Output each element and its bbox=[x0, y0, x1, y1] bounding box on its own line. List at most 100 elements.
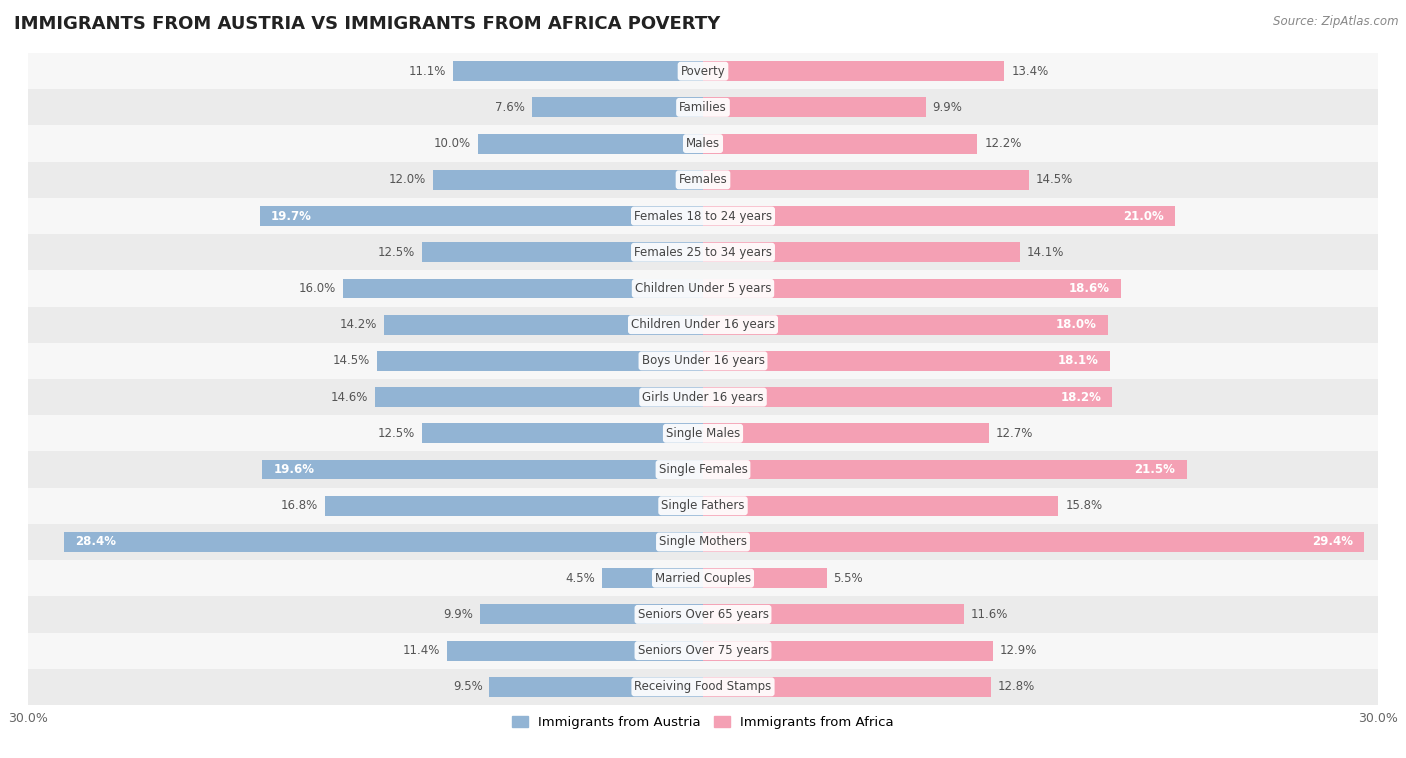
Text: 18.1%: 18.1% bbox=[1059, 355, 1099, 368]
Text: 11.4%: 11.4% bbox=[402, 644, 440, 657]
Text: Children Under 16 years: Children Under 16 years bbox=[631, 318, 775, 331]
Text: 12.7%: 12.7% bbox=[995, 427, 1033, 440]
Bar bbox=[489, 677, 703, 697]
Text: 19.7%: 19.7% bbox=[271, 209, 312, 223]
Bar bbox=[28, 560, 1378, 597]
Bar bbox=[602, 568, 703, 588]
Text: 18.2%: 18.2% bbox=[1060, 390, 1101, 403]
Bar bbox=[453, 61, 703, 81]
Text: 21.0%: 21.0% bbox=[1123, 209, 1164, 223]
Bar bbox=[703, 387, 1112, 407]
Bar bbox=[28, 597, 1378, 632]
Bar bbox=[422, 243, 703, 262]
Text: Boys Under 16 years: Boys Under 16 years bbox=[641, 355, 765, 368]
Bar bbox=[28, 271, 1378, 306]
Bar bbox=[447, 641, 703, 660]
Text: 4.5%: 4.5% bbox=[565, 572, 595, 584]
Text: 29.4%: 29.4% bbox=[1312, 535, 1353, 549]
Text: 28.4%: 28.4% bbox=[76, 535, 117, 549]
Text: 21.5%: 21.5% bbox=[1135, 463, 1175, 476]
Bar bbox=[28, 415, 1378, 452]
Bar bbox=[384, 315, 703, 334]
Bar bbox=[703, 641, 993, 660]
Text: 9.5%: 9.5% bbox=[453, 681, 482, 694]
Text: 12.0%: 12.0% bbox=[389, 174, 426, 186]
Bar bbox=[703, 98, 925, 117]
Bar bbox=[28, 198, 1378, 234]
Text: Married Couples: Married Couples bbox=[655, 572, 751, 584]
Bar bbox=[377, 351, 703, 371]
Bar bbox=[531, 98, 703, 117]
Text: 16.0%: 16.0% bbox=[299, 282, 336, 295]
Text: 12.2%: 12.2% bbox=[984, 137, 1022, 150]
Text: 14.5%: 14.5% bbox=[333, 355, 370, 368]
Text: Receiving Food Stamps: Receiving Food Stamps bbox=[634, 681, 772, 694]
Bar bbox=[28, 452, 1378, 487]
Bar bbox=[262, 459, 703, 480]
Text: Males: Males bbox=[686, 137, 720, 150]
Bar bbox=[703, 278, 1122, 299]
Text: Children Under 5 years: Children Under 5 years bbox=[634, 282, 772, 295]
Bar bbox=[703, 604, 965, 625]
Text: 9.9%: 9.9% bbox=[444, 608, 474, 621]
Text: Single Mothers: Single Mothers bbox=[659, 535, 747, 549]
Text: 7.6%: 7.6% bbox=[495, 101, 526, 114]
Bar bbox=[28, 343, 1378, 379]
Text: Single Fathers: Single Fathers bbox=[661, 500, 745, 512]
Text: Single Females: Single Females bbox=[658, 463, 748, 476]
Bar bbox=[28, 234, 1378, 271]
Text: 9.9%: 9.9% bbox=[932, 101, 962, 114]
Bar bbox=[28, 632, 1378, 669]
Text: 14.1%: 14.1% bbox=[1026, 246, 1064, 258]
Text: 11.6%: 11.6% bbox=[970, 608, 1008, 621]
Bar bbox=[703, 315, 1108, 334]
Bar bbox=[703, 532, 1364, 552]
Bar bbox=[28, 161, 1378, 198]
Bar bbox=[28, 126, 1378, 161]
Bar bbox=[703, 496, 1059, 515]
Bar bbox=[422, 424, 703, 443]
Text: Seniors Over 75 years: Seniors Over 75 years bbox=[637, 644, 769, 657]
Text: Females 25 to 34 years: Females 25 to 34 years bbox=[634, 246, 772, 258]
Text: Females: Females bbox=[679, 174, 727, 186]
Bar bbox=[703, 568, 827, 588]
Text: 11.1%: 11.1% bbox=[409, 64, 447, 77]
Text: Source: ZipAtlas.com: Source: ZipAtlas.com bbox=[1274, 15, 1399, 28]
Text: 5.5%: 5.5% bbox=[834, 572, 863, 584]
Bar bbox=[478, 133, 703, 154]
Bar bbox=[481, 604, 703, 625]
Text: 14.5%: 14.5% bbox=[1036, 174, 1073, 186]
Bar bbox=[28, 306, 1378, 343]
Bar bbox=[703, 170, 1029, 190]
Text: 12.8%: 12.8% bbox=[998, 681, 1035, 694]
Bar bbox=[343, 278, 703, 299]
Text: 12.5%: 12.5% bbox=[378, 427, 415, 440]
Bar bbox=[374, 387, 703, 407]
Bar bbox=[703, 133, 977, 154]
Text: Families: Families bbox=[679, 101, 727, 114]
Text: 18.6%: 18.6% bbox=[1069, 282, 1111, 295]
Text: Girls Under 16 years: Girls Under 16 years bbox=[643, 390, 763, 403]
Bar bbox=[28, 53, 1378, 89]
Text: 14.6%: 14.6% bbox=[330, 390, 368, 403]
Text: 14.2%: 14.2% bbox=[339, 318, 377, 331]
Text: Seniors Over 65 years: Seniors Over 65 years bbox=[637, 608, 769, 621]
Bar bbox=[325, 496, 703, 515]
Bar bbox=[703, 243, 1021, 262]
Bar bbox=[28, 669, 1378, 705]
Text: 12.5%: 12.5% bbox=[378, 246, 415, 258]
Bar bbox=[28, 379, 1378, 415]
Text: 18.0%: 18.0% bbox=[1056, 318, 1097, 331]
Bar bbox=[28, 89, 1378, 126]
Text: Poverty: Poverty bbox=[681, 64, 725, 77]
Text: IMMIGRANTS FROM AUSTRIA VS IMMIGRANTS FROM AFRICA POVERTY: IMMIGRANTS FROM AUSTRIA VS IMMIGRANTS FR… bbox=[14, 15, 720, 33]
Bar bbox=[703, 351, 1111, 371]
Text: 12.9%: 12.9% bbox=[1000, 644, 1038, 657]
Bar bbox=[28, 524, 1378, 560]
Bar bbox=[65, 532, 703, 552]
Bar bbox=[703, 459, 1187, 480]
Bar bbox=[433, 170, 703, 190]
Bar bbox=[703, 677, 991, 697]
Text: 19.6%: 19.6% bbox=[273, 463, 315, 476]
Bar bbox=[703, 206, 1175, 226]
